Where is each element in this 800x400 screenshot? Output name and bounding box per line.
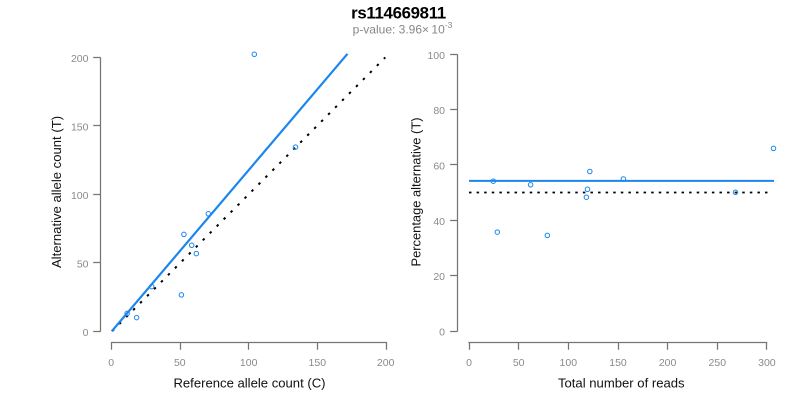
svg-text:50: 50 <box>513 357 525 369</box>
svg-text:150: 150 <box>71 122 89 134</box>
svg-text:50: 50 <box>77 258 89 270</box>
svg-text:0: 0 <box>108 357 114 369</box>
svg-text:Reference allele count (C): Reference allele count (C) <box>173 376 325 391</box>
svg-text:50: 50 <box>174 357 186 369</box>
svg-text:20: 20 <box>433 271 445 283</box>
svg-text:80: 80 <box>433 105 445 117</box>
svg-text:100: 100 <box>240 357 258 369</box>
svg-text:100: 100 <box>71 190 89 202</box>
svg-text:rs114669811: rs114669811 <box>351 4 446 23</box>
svg-text:Alternative allele count (T): Alternative allele count (T) <box>49 116 64 268</box>
svg-text:100: 100 <box>427 50 445 62</box>
svg-text:150: 150 <box>609 357 627 369</box>
svg-text:p-value: 3.96× 10-3: p-value: 3.96× 10-3 <box>353 20 453 37</box>
svg-text:40: 40 <box>433 216 445 228</box>
svg-text:60: 60 <box>433 161 445 173</box>
svg-text:0: 0 <box>83 327 89 339</box>
svg-text:100: 100 <box>560 357 578 369</box>
svg-text:0: 0 <box>466 357 472 369</box>
svg-text:300: 300 <box>758 357 776 369</box>
svg-text:200: 200 <box>71 53 89 65</box>
svg-text:200: 200 <box>377 357 395 369</box>
svg-text:0: 0 <box>439 327 445 339</box>
svg-text:250: 250 <box>709 357 727 369</box>
svg-text:Percentage alternative (T): Percentage alternative (T) <box>409 117 424 266</box>
svg-text:200: 200 <box>659 357 677 369</box>
svg-text:150: 150 <box>309 357 327 369</box>
svg-text:Total number of reads: Total number of reads <box>558 376 685 391</box>
